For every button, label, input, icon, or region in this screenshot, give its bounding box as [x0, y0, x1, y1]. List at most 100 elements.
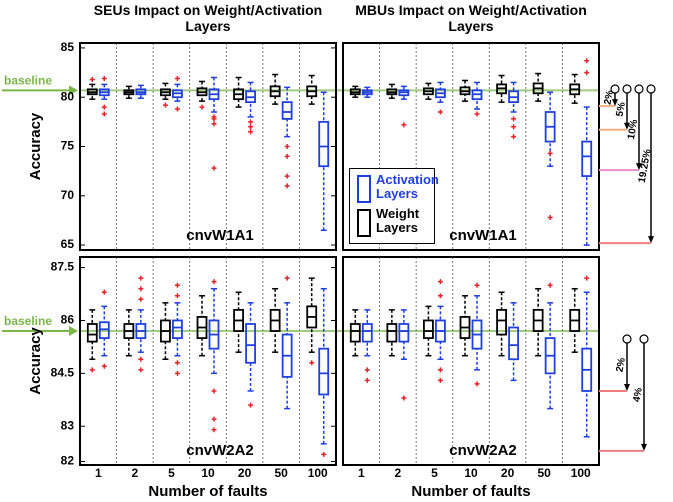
x-tick-label: 2	[395, 466, 402, 480]
box	[423, 319, 434, 339]
y-tick-label: 75	[61, 139, 75, 153]
drop-origin	[622, 84, 632, 94]
outlier	[284, 173, 290, 179]
outlier	[101, 289, 107, 295]
outlier	[364, 377, 370, 383]
drop-origin	[622, 334, 632, 344]
outlier	[248, 129, 254, 135]
panel-frame	[342, 42, 600, 251]
box	[361, 323, 373, 343]
outlier	[101, 363, 107, 369]
panel-frame	[79, 42, 337, 251]
drop-label: 4%	[631, 387, 644, 403]
x-tick-label: 5	[168, 466, 175, 480]
x-tick-label: 100	[308, 466, 328, 480]
y-tick-label: 86	[61, 313, 75, 327]
x-tick-label: 100	[571, 466, 591, 480]
outlier	[101, 104, 107, 110]
outlier	[174, 370, 180, 376]
outlier	[211, 427, 217, 433]
box	[398, 323, 410, 343]
baseline-label: baseline	[4, 73, 52, 87]
outlier	[211, 114, 217, 120]
y-tick-label: 65	[61, 237, 75, 251]
outlier	[584, 58, 590, 64]
legend-label: Weight Layers	[376, 206, 420, 235]
box	[172, 319, 183, 339]
outlier	[174, 282, 180, 288]
outlier	[584, 70, 590, 76]
outlier	[89, 76, 95, 82]
outlier	[437, 279, 443, 285]
panel-label: cnvW1A1	[186, 227, 254, 244]
panel-frame	[342, 256, 600, 466]
box	[318, 120, 330, 168]
drop-label: 2%	[614, 357, 627, 373]
box	[581, 140, 593, 177]
outlier	[138, 275, 144, 281]
x-tick-label: 50	[274, 466, 288, 480]
legend-label: Activation Layers	[376, 172, 439, 201]
outlier	[547, 282, 553, 288]
box	[386, 323, 398, 343]
box	[86, 323, 98, 343]
outlier	[437, 293, 443, 299]
panel-frame	[79, 256, 337, 466]
x-tick-label: 2	[132, 466, 139, 480]
baseline-arrowhead	[69, 326, 78, 337]
y-axis-label: Accuracy	[27, 327, 44, 395]
outlier	[474, 111, 480, 117]
box	[508, 326, 519, 361]
baseline-label: baseline	[4, 314, 52, 328]
outlier	[437, 367, 443, 373]
outlier	[174, 75, 180, 81]
drop-arrowhead	[612, 99, 618, 107]
outlier	[174, 106, 180, 112]
outlier	[364, 367, 370, 373]
outlier	[511, 134, 517, 140]
outlier	[309, 360, 315, 366]
x-tick-label: 20	[238, 466, 252, 480]
panel-label: cnvW2A2	[186, 442, 254, 459]
outlier	[321, 451, 327, 457]
y-tick-label: 80	[61, 89, 75, 103]
outlier	[138, 367, 144, 373]
drop-origin	[639, 334, 649, 344]
box	[496, 308, 507, 336]
outlier	[437, 109, 443, 115]
outlier	[138, 286, 144, 292]
box	[318, 347, 330, 396]
panel-title: MBUs Impact on Weight/Activation Layers	[355, 2, 587, 34]
drop-arrowhead	[641, 443, 647, 451]
outlier	[474, 381, 480, 387]
legend: Weight Layers Activation Layers	[349, 168, 439, 244]
drop-label: 10%	[626, 119, 640, 141]
box	[281, 101, 293, 120]
y-tick-label: 83	[61, 418, 75, 432]
outlier	[138, 296, 144, 302]
x-tick-label: 20	[501, 466, 515, 480]
outlier	[248, 124, 254, 130]
outlier	[547, 150, 553, 156]
outlier	[101, 75, 107, 81]
outlier	[248, 402, 254, 408]
outlier	[437, 377, 443, 383]
outlier	[401, 395, 407, 401]
y-tick-label: 85	[61, 40, 75, 54]
y-tick-label: 70	[61, 188, 75, 202]
x-tick-label: 10	[464, 466, 478, 480]
drop-origin	[646, 84, 656, 94]
outlier	[474, 282, 480, 288]
y-tick-label: 82	[61, 454, 75, 468]
x-axis-label: Number of faults	[411, 483, 530, 500]
x-tick-label: 10	[201, 466, 215, 480]
panel-label: cnvW2A2	[449, 442, 517, 459]
y-tick-label: 87.5	[51, 260, 75, 274]
outlier	[174, 360, 180, 366]
panel-title: SEUs Impact on Weight/Activation Layers	[93, 2, 323, 34]
outlier	[211, 279, 217, 285]
drop-arrowhead	[648, 236, 654, 244]
outlier	[248, 119, 254, 125]
